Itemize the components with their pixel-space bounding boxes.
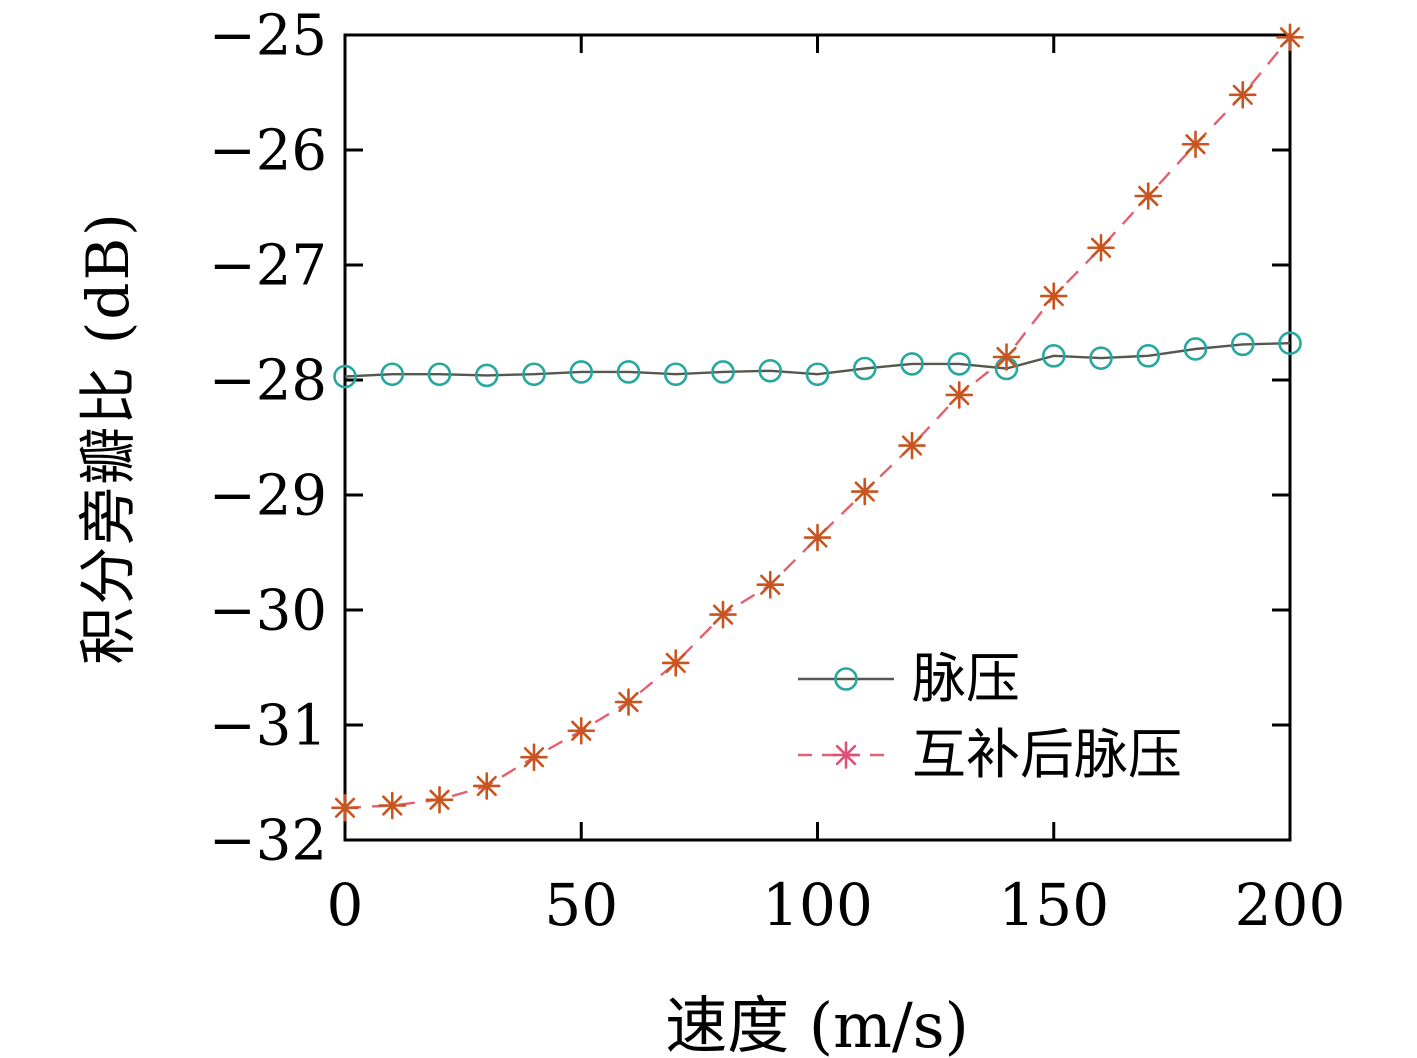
- circle-marker: [616, 360, 641, 384]
- legend-marker-circle-icon: [798, 667, 894, 691]
- asterisk-marker: [425, 785, 454, 814]
- asterisk-marker: [1039, 282, 1068, 310]
- asterisk-marker: [567, 716, 596, 745]
- circle-marker: [947, 352, 972, 376]
- series-markers-1: [331, 23, 1304, 822]
- series-line-0: [344, 342, 1291, 378]
- y-tick-label: −27: [209, 234, 327, 299]
- legend-item-pulse-compression: 脉压: [796, 648, 1182, 710]
- legend-label: 脉压: [912, 647, 1020, 710]
- x-tick-label: 150: [998, 871, 1109, 939]
- circle-marker: [852, 356, 877, 381]
- circle-marker: [663, 362, 688, 387]
- asterisk-marker: [1181, 130, 1210, 159]
- circle-marker: [474, 363, 499, 388]
- circle-marker: [1183, 337, 1208, 361]
- series-line-1: [344, 36, 1291, 809]
- x-tick-label: 200: [1235, 871, 1346, 939]
- asterisk-marker: [520, 743, 548, 772]
- asterisk-marker: [661, 649, 690, 677]
- y-tick-label: −26: [209, 119, 327, 184]
- circle-marker: [380, 362, 405, 387]
- circle-marker: [569, 360, 594, 384]
- legend: 脉压 互补后脉压: [796, 648, 1182, 786]
- asterisk-marker: [992, 343, 1021, 371]
- asterisk-marker: [945, 381, 974, 409]
- asterisk-marker: [1228, 81, 1257, 109]
- x-tick-label: 50: [544, 871, 618, 939]
- y-tick-label: −32: [209, 809, 327, 874]
- circle-marker: [1230, 332, 1255, 357]
- asterisk-marker: [614, 688, 643, 716]
- x-tick-label: 0: [327, 871, 364, 939]
- circle-marker: [1041, 344, 1066, 368]
- asterisk-marker: [803, 523, 832, 552]
- circle-marker: [1136, 344, 1161, 368]
- asterisk-marker: [472, 772, 501, 800]
- asterisk-marker: [1087, 233, 1115, 262]
- circle-marker: [1278, 331, 1302, 356]
- asterisk-marker: [756, 570, 785, 599]
- asterisk-marker: [331, 793, 359, 822]
- circle-marker: [333, 364, 357, 389]
- asterisk-marker: [832, 741, 860, 769]
- y-tick-label: −29: [209, 464, 327, 529]
- circle-marker: [805, 362, 830, 387]
- legend-label: 互补后脉压: [912, 723, 1182, 786]
- asterisk-marker: [709, 600, 737, 629]
- circle-marker: [1089, 346, 1113, 370]
- legend-item-complementary-pulse-compression: 互补后脉压: [796, 724, 1182, 786]
- asterisk-marker: [1276, 23, 1304, 52]
- legend-circle-marker: [834, 667, 858, 691]
- asterisk-marker: [1134, 182, 1163, 210]
- y-axis-label: 积分旁瓣比 (dB): [74, 211, 142, 665]
- y-tick-label: −28: [209, 349, 327, 414]
- series-markers-0: [333, 331, 1302, 389]
- circle-marker: [900, 352, 924, 376]
- circle-marker: [522, 362, 546, 387]
- circle-marker: [711, 360, 735, 384]
- asterisk-marker: [898, 431, 926, 460]
- x-tick-label: 100: [762, 871, 873, 939]
- y-tick-label: −25: [209, 4, 327, 69]
- legend-marker-asterisk-icon: [798, 741, 894, 769]
- y-tick-label: −30: [209, 579, 327, 644]
- circle-marker: [758, 358, 783, 383]
- circle-marker: [427, 362, 452, 387]
- asterisk-marker: [850, 477, 879, 506]
- asterisk-marker: [378, 791, 407, 820]
- y-tick-label: −31: [209, 694, 327, 759]
- x-axis-label: 速度 (m/s): [665, 989, 969, 1058]
